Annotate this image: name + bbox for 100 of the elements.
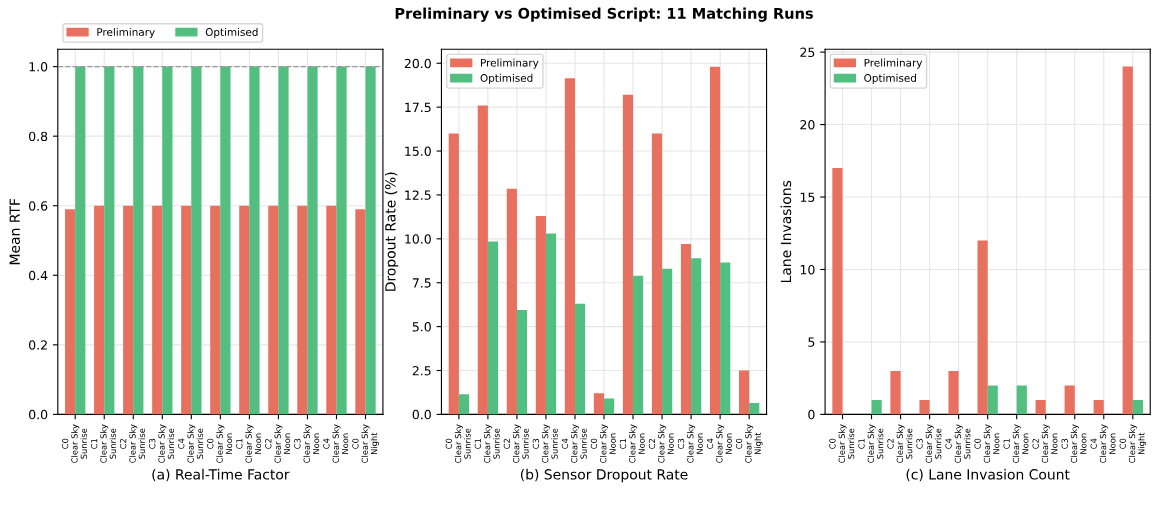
x-tick-label: C0 Clear Sky Night: [1119, 424, 1147, 463]
bar: [1035, 399, 1046, 415]
x-axis-title: (c) Lane Invasion Count: [906, 468, 1070, 482]
y-tick-label: 1.0: [29, 62, 48, 72]
x-tick-label: C0 Clear Sky Night: [735, 424, 763, 463]
y-tick-label: 0.8: [29, 131, 48, 142]
bar: [307, 66, 318, 415]
x-tick-label: C3 Clear Sky Noon: [677, 424, 703, 463]
y-axis-title: Dropout Rate (%): [384, 172, 399, 291]
bar: [574, 303, 586, 415]
x-tick-label: C2 Clear Sky Sunrise: [503, 424, 529, 463]
x-tick-label: C1 Clear Sky Sunrise: [91, 424, 116, 463]
y-tick-label: 0.6: [29, 201, 48, 211]
y-tick-label: 2.5: [412, 365, 431, 376]
x-tick-label: C4 Clear Sky Sunrise: [945, 424, 971, 463]
x-tick-label: C3 Clear Sky Sunrise: [916, 424, 942, 463]
bar: [545, 233, 557, 415]
x-tick-label: C0 Clear Sky Noon: [207, 424, 233, 463]
bar: [249, 66, 260, 415]
bar: [65, 209, 76, 415]
y-tick-label: 10.0: [405, 234, 431, 244]
legend-label: Preliminary: [97, 27, 155, 39]
bar: [133, 66, 144, 415]
bar: [75, 66, 86, 415]
bar: [633, 275, 644, 415]
bar: [162, 66, 173, 415]
x-tick-label: C2 Clear Sky Sunrise: [887, 424, 913, 463]
x-tick-label: C4 Clear Sky Sunrise: [178, 424, 204, 463]
x-tick-label: C3 Clear Sky Noon: [1061, 424, 1087, 463]
bar: [336, 66, 347, 415]
bar: [662, 268, 673, 415]
bar: [191, 66, 202, 415]
x-tick-label: C4 Clear Sky Noon: [1090, 424, 1116, 463]
y-tick-label: 0: [808, 409, 815, 420]
bar: [832, 168, 843, 415]
bar: [1064, 385, 1075, 415]
y-tick-label: 15.0: [405, 146, 431, 156]
x-tick-label: C2 Clear Sky Noon: [265, 424, 291, 463]
x-tick-label: C2 Clear Sky Noon: [648, 424, 674, 463]
x-tick-label: C1 Clear Sky Sunrise: [474, 424, 500, 463]
bar: [123, 205, 134, 415]
x-tick-label: C3 Clear Sky Sunrise: [532, 424, 558, 463]
bar: [1093, 399, 1104, 415]
bar: [239, 205, 250, 415]
x-axis-title: (b) Sensor Dropout Rate: [520, 468, 688, 483]
bar: [622, 94, 634, 415]
x-tick-label: C0 Clear Sky Noon: [590, 424, 616, 463]
y-axis-title: Lane Invasions: [780, 180, 792, 283]
bar: [506, 188, 517, 415]
bar: [604, 398, 615, 415]
x-tick-label: C0 Clear Sky Sunrise: [829, 424, 855, 463]
y-tick-label: 25: [800, 47, 815, 58]
y-tick-label: 0.4: [29, 270, 48, 281]
x-tick-label: C0 Clear Sky Sunrise: [62, 424, 87, 463]
bar: [987, 385, 998, 415]
legend-label: Optimised: [480, 73, 533, 84]
bar: [448, 133, 459, 415]
bar: [749, 402, 760, 415]
bar: [651, 133, 663, 415]
bar: [278, 66, 289, 415]
y-tick-label: 7.5: [412, 278, 431, 288]
bar: [871, 399, 882, 415]
y-tick-label: 5: [808, 337, 815, 347]
x-tick-label: C0 Clear Sky Night: [352, 424, 379, 463]
bar: [948, 370, 959, 415]
x-tick-label: C1 Clear Sky Noon: [619, 424, 645, 463]
y-tick-label: 20.0: [404, 58, 431, 69]
y-tick-label: 5.0: [412, 322, 431, 332]
bar: [1016, 385, 1027, 415]
y-tick-label: 10: [800, 264, 815, 275]
x-tick-label: C1 Clear Sky Sunrise: [858, 424, 884, 463]
x-tick-label: C4 Clear Sky Sunrise: [561, 424, 587, 463]
chart-title: Preliminary vs Optimised Script: 11 Matching Runs: [395, 7, 813, 22]
bar: [104, 66, 115, 415]
bar: [709, 66, 721, 415]
y-tick-label: 0.0: [29, 409, 48, 420]
y-tick-label: 0.0: [412, 409, 431, 420]
bar: [691, 258, 702, 415]
bar: [720, 262, 731, 415]
bar: [477, 105, 488, 415]
x-tick-label: C4 Clear Sky Noon: [706, 424, 732, 463]
y-tick-label: 12.5: [405, 190, 431, 200]
bar: [152, 205, 163, 415]
bar: [738, 370, 750, 415]
x-tick-label: C2 Clear Sky Noon: [1032, 424, 1058, 463]
legend-label: Optimised: [205, 27, 258, 39]
bar: [268, 205, 279, 415]
legend-label: Preliminary: [864, 58, 923, 69]
x-tick-label: C1 Clear Sky Noon: [1003, 424, 1029, 463]
bar: [181, 205, 192, 415]
bar: [355, 209, 366, 415]
x-tick-label: C0 Clear Sky Noon: [974, 424, 1000, 463]
bar: [535, 216, 546, 415]
bar: [593, 393, 605, 415]
bar: [919, 399, 930, 415]
bar: [516, 309, 528, 415]
bar: [1122, 66, 1133, 415]
bar: [220, 66, 231, 415]
bar: [297, 205, 308, 415]
y-tick-label: 15: [800, 192, 815, 202]
